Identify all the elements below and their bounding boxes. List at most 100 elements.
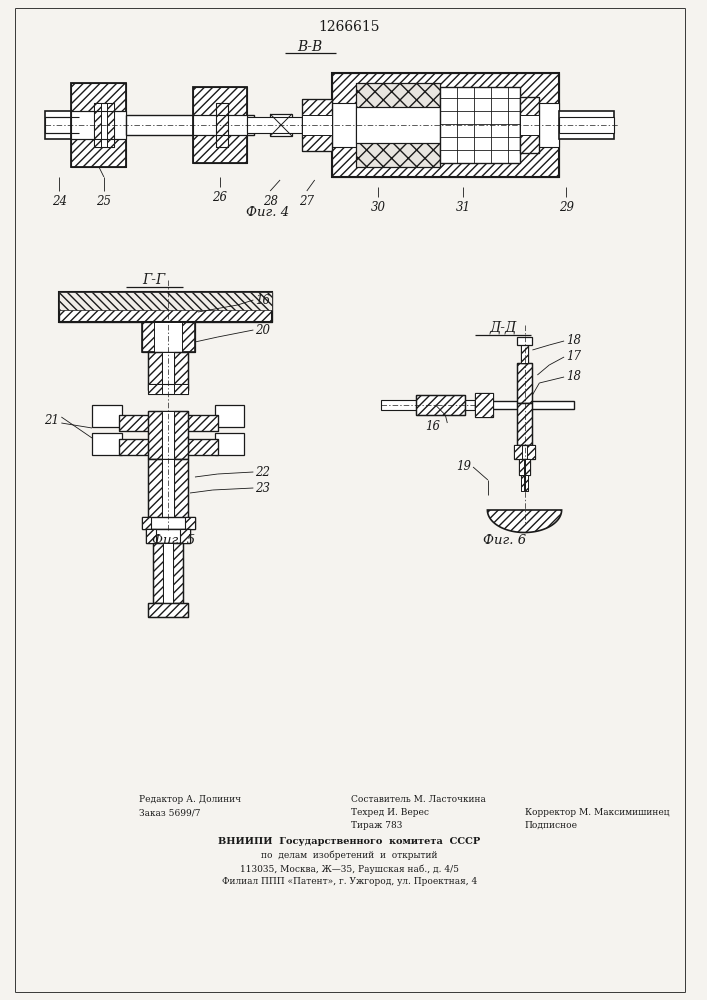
Text: 25: 25 <box>96 195 112 208</box>
Text: 24: 24 <box>52 195 67 208</box>
Text: Заказ 5699/7: Заказ 5699/7 <box>139 808 200 817</box>
Bar <box>163 352 174 390</box>
Bar <box>174 411 188 459</box>
Bar <box>193 87 247 163</box>
Bar <box>146 529 156 543</box>
Bar <box>126 115 255 135</box>
Bar <box>185 517 195 529</box>
Bar <box>520 97 539 153</box>
Text: по  делам  изобретений  и  открытий: по делам изобретений и открытий <box>261 851 438 860</box>
Bar <box>517 403 532 445</box>
Text: В-В: В-В <box>297 40 322 54</box>
Bar <box>174 384 188 394</box>
Bar <box>518 459 523 475</box>
Text: ВНИИПИ  Государственного  комитета  СССР: ВНИИПИ Государственного комитета СССР <box>218 837 481 846</box>
Bar <box>356 83 440 167</box>
Bar <box>216 103 228 147</box>
Text: 27: 27 <box>299 195 315 208</box>
Text: Техред И. Верес: Техред И. Верес <box>351 808 429 817</box>
Bar <box>513 445 535 459</box>
Bar <box>302 99 332 151</box>
Text: Фиг. 4: Фиг. 4 <box>245 207 288 220</box>
Bar <box>518 459 530 475</box>
Bar <box>148 384 163 394</box>
Bar <box>302 115 332 135</box>
Bar <box>356 107 440 143</box>
Text: 28: 28 <box>263 195 278 208</box>
Bar <box>216 103 228 147</box>
Bar <box>517 363 532 403</box>
Text: Г-Г: Г-Г <box>142 273 165 287</box>
Bar <box>416 395 465 415</box>
Text: Д-Д: Д-Д <box>489 321 516 335</box>
Bar <box>520 475 523 491</box>
Bar <box>148 459 163 519</box>
Bar <box>71 83 126 167</box>
Bar <box>119 439 218 455</box>
Text: 18: 18 <box>566 334 581 348</box>
Bar <box>163 411 174 459</box>
Bar <box>119 439 218 455</box>
Bar <box>215 433 245 455</box>
Bar <box>173 543 183 603</box>
Bar <box>180 529 190 543</box>
Bar <box>141 322 195 352</box>
Bar <box>148 352 163 390</box>
Bar <box>59 292 272 322</box>
Text: Составитель М. Ласточкина: Составитель М. Ласточкина <box>351 795 486 804</box>
Text: Подписное: Подписное <box>525 821 578 830</box>
Bar <box>381 400 475 410</box>
Bar <box>174 459 188 519</box>
Text: Корректор М. Максимишинец: Корректор М. Максимишинец <box>525 808 669 817</box>
Bar <box>475 401 574 409</box>
Bar <box>94 103 114 147</box>
Bar <box>520 97 539 153</box>
Text: 31: 31 <box>455 201 471 214</box>
Bar <box>193 87 247 163</box>
Bar <box>525 475 528 491</box>
Bar <box>475 393 493 417</box>
Text: 16: 16 <box>255 294 270 306</box>
Bar <box>163 543 173 603</box>
Bar <box>45 117 79 133</box>
Bar <box>475 393 493 417</box>
Text: 113035, Москва, Ж—35, Раушская наб., д. 4/5: 113035, Москва, Ж—35, Раушская наб., д. … <box>240 864 459 874</box>
Bar <box>520 115 539 135</box>
Text: 26: 26 <box>212 191 227 204</box>
Text: Тираж 783: Тираж 783 <box>351 821 403 830</box>
Bar <box>107 103 114 147</box>
Text: 20: 20 <box>255 324 270 336</box>
Text: 23: 23 <box>255 482 270 494</box>
Bar <box>59 292 272 310</box>
Bar <box>440 87 520 163</box>
Text: Фиг. 5: Фиг. 5 <box>151 534 194 546</box>
Bar <box>520 345 528 363</box>
Polygon shape <box>487 510 561 532</box>
Text: 17: 17 <box>566 351 581 363</box>
Bar <box>163 459 174 519</box>
Bar <box>119 415 218 431</box>
Text: 29: 29 <box>559 201 573 214</box>
Bar <box>527 445 535 459</box>
Bar <box>154 322 182 352</box>
Bar <box>146 529 190 543</box>
Bar <box>141 517 151 529</box>
Bar <box>174 352 188 390</box>
Bar <box>332 73 559 177</box>
Bar <box>193 115 247 135</box>
Bar <box>153 543 163 603</box>
Bar <box>148 411 163 459</box>
Bar <box>332 103 559 147</box>
Bar <box>148 384 188 394</box>
Bar <box>148 603 188 617</box>
Bar <box>517 337 532 345</box>
Bar <box>517 363 532 403</box>
Text: 22: 22 <box>255 466 270 479</box>
Bar <box>247 117 302 133</box>
Bar <box>153 543 183 603</box>
Bar <box>148 603 188 617</box>
Bar <box>59 292 272 322</box>
Text: 16: 16 <box>426 420 440 434</box>
Bar <box>92 405 122 427</box>
Bar <box>94 103 101 147</box>
